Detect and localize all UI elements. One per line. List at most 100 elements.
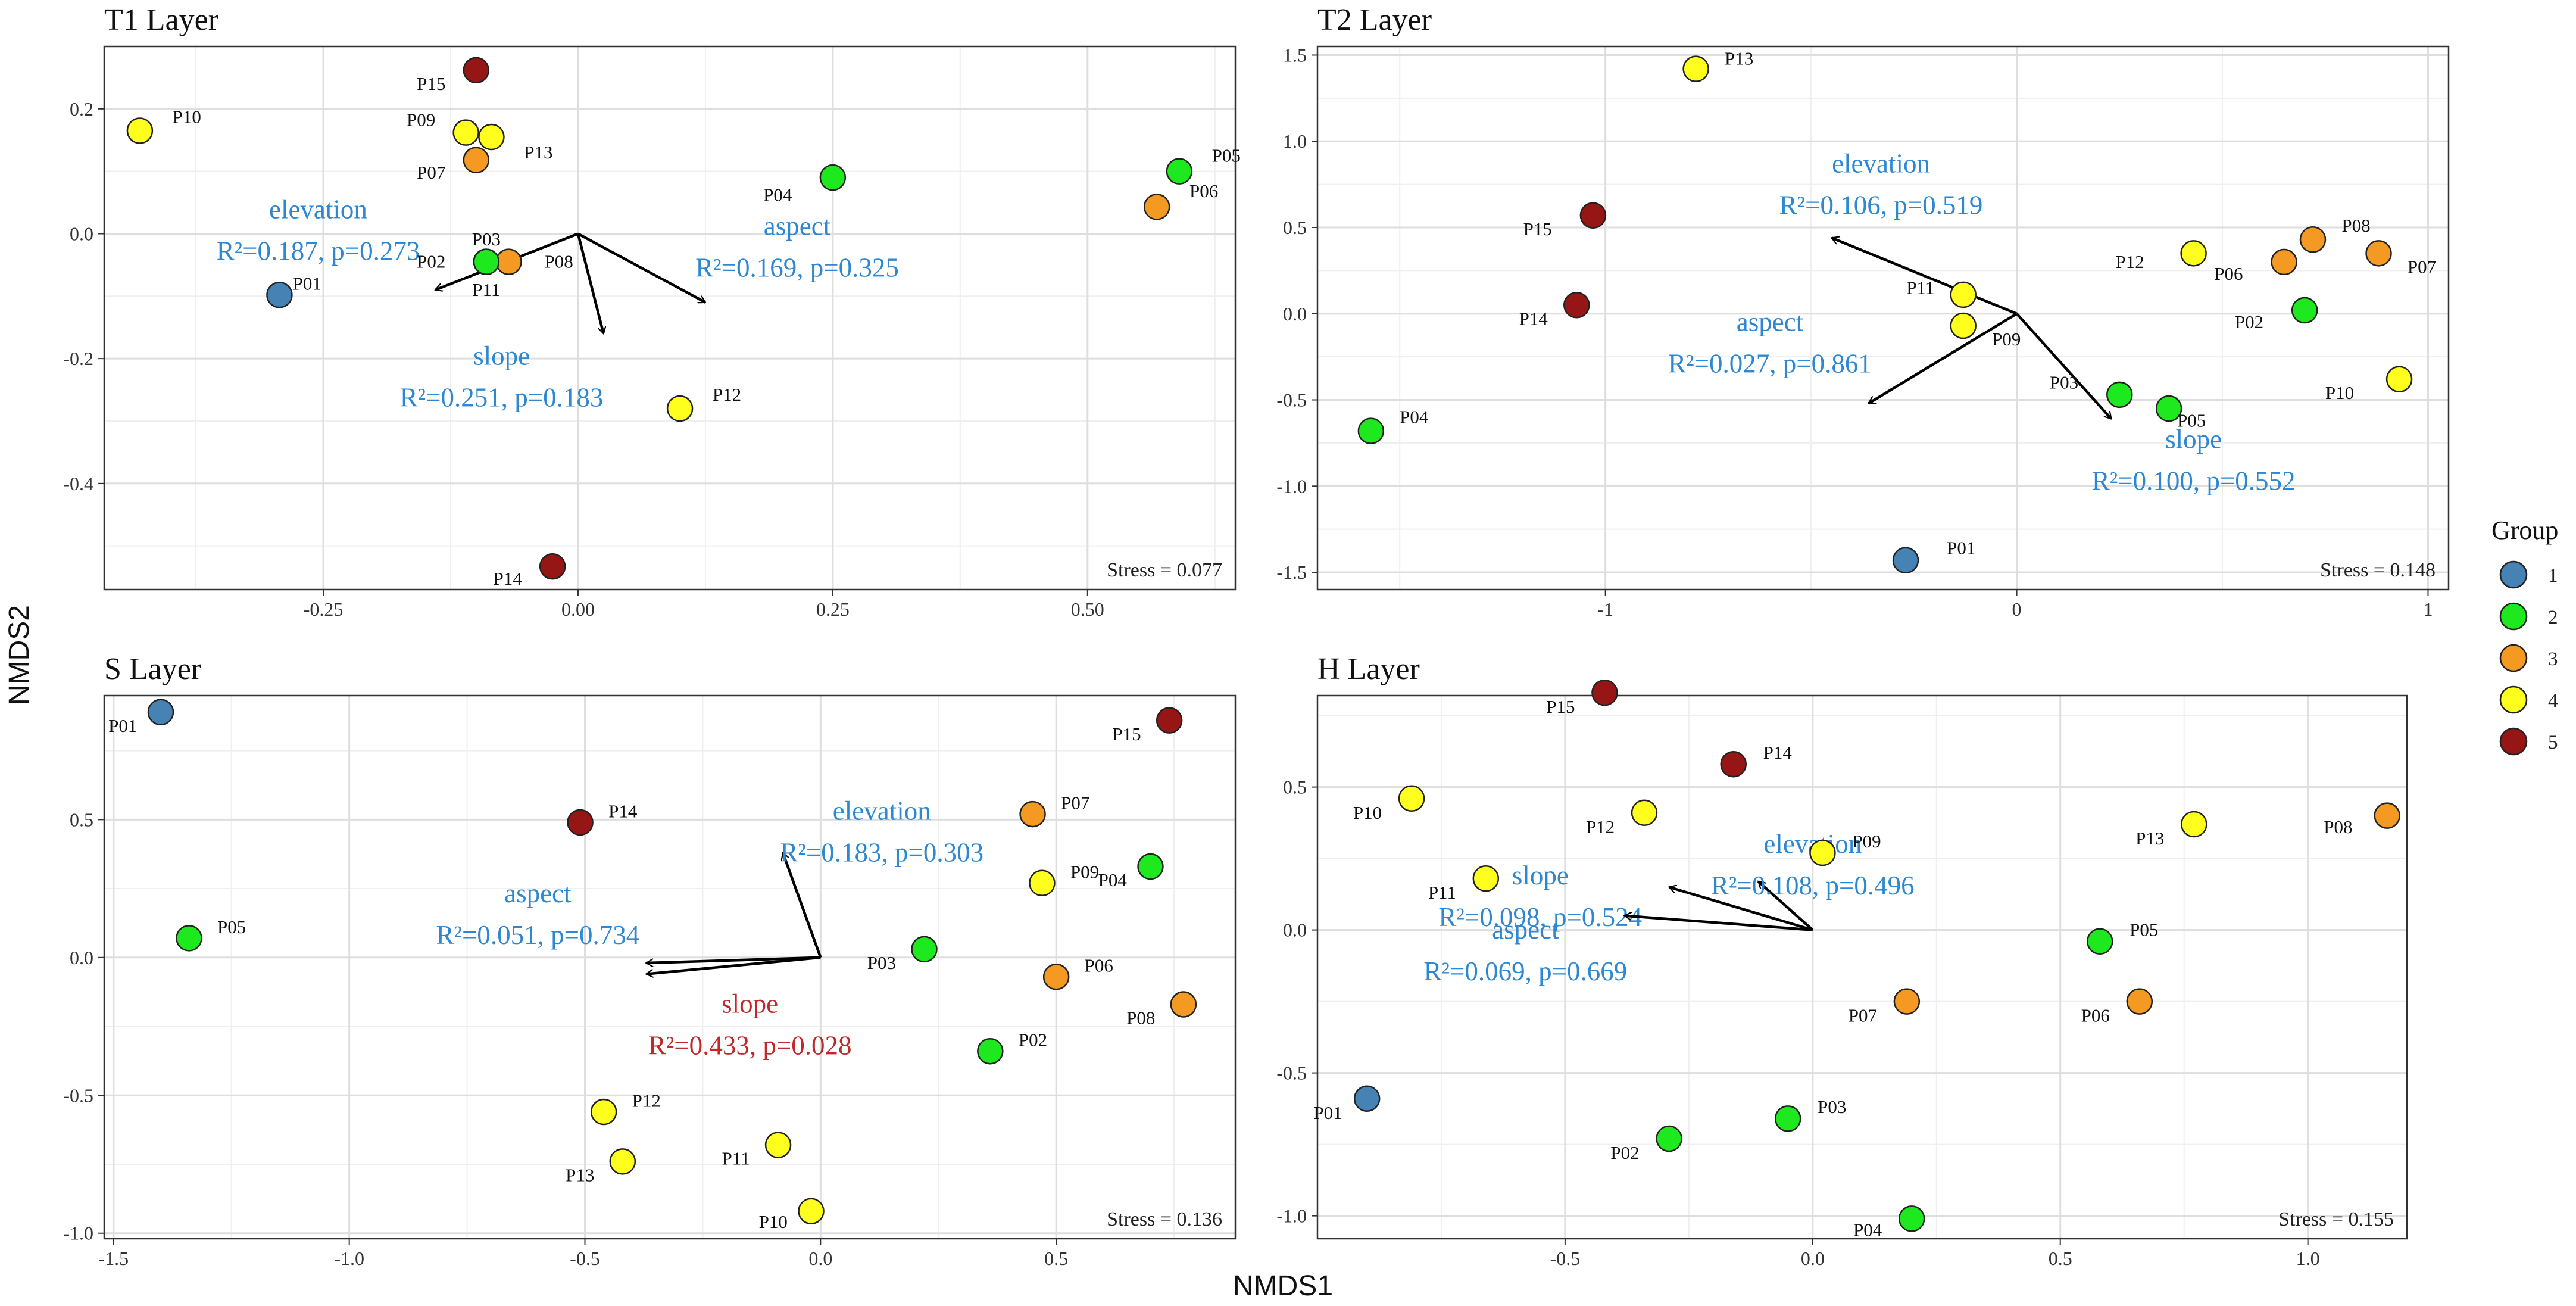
point-label: P09 — [1852, 831, 1881, 852]
point-label: P07 — [2408, 257, 2436, 278]
point-p06 — [1042, 963, 1070, 990]
envfit-vectors: elevation R²=0.106, p=0.519 aspect R²=0.027… — [1668, 148, 2295, 495]
point-p09 — [1029, 869, 1056, 897]
point-label: P05 — [2130, 920, 2158, 940]
point-label: P05 — [1212, 145, 1241, 166]
point-label: P03 — [472, 229, 501, 250]
panel-border — [1316, 694, 2408, 1240]
point-p04 — [819, 164, 847, 191]
point-p08 — [1170, 991, 1197, 1018]
y-tick-label: 0.2 — [70, 98, 93, 120]
point-label: P12 — [1586, 816, 1615, 837]
point-label: P14 — [1763, 742, 1793, 763]
point-p13 — [2181, 811, 2207, 838]
point-label: P15 — [1112, 724, 1141, 744]
x-tick-label: -0.25 — [304, 599, 344, 620]
point-label: P12 — [2115, 251, 2144, 272]
point-p10 — [2385, 366, 2413, 393]
vector-stat-slope: R²=0.098, p=0.524 — [1438, 902, 1642, 932]
legend: Group 1 2 3 4 5 — [2491, 516, 2558, 756]
point-label: P06 — [2214, 263, 2243, 284]
panel-h: H Layer-0.5 0.0 0.5 1.00.50.0-0.5-1.0elevat… — [1276, 652, 2408, 1269]
point-p04 — [1898, 1205, 1925, 1232]
point-label: P12 — [713, 384, 741, 405]
point-p02 — [2291, 297, 2318, 324]
vector-stat-slope: R²=0.251, p=0.183 — [400, 383, 604, 413]
point-label: P07 — [417, 162, 445, 183]
vector-stat-aspect: R²=0.169, p=0.325 — [695, 253, 899, 283]
vector-name-elevation: elevation — [1832, 148, 1930, 178]
point-p08 — [2299, 226, 2327, 253]
gridlines — [104, 696, 1235, 1239]
vector-stat-slope: R²=0.100, p=0.552 — [2092, 466, 2296, 496]
y-axis-label: NMDS2 — [4, 605, 35, 705]
point-p06 — [2126, 988, 2153, 1015]
point-p08 — [2374, 802, 2400, 829]
vector-stat-slope: R²=0.433, p=0.028 — [648, 1030, 852, 1060]
y-tick-label: -1.0 — [1276, 475, 1307, 497]
vector-stat-elevation: R²=0.108, p=0.496 — [1711, 871, 1915, 900]
vector-stat-aspect: R²=0.051, p=0.734 — [436, 920, 639, 950]
vector-name-elevation: elevation — [269, 194, 367, 224]
point-p07 — [1019, 800, 1046, 828]
point-label: P09 — [407, 110, 435, 130]
point-label: P11 — [722, 1148, 750, 1169]
point-label: P01 — [1947, 538, 1975, 559]
y-tick-label: -0.4 — [63, 473, 93, 494]
x-tick-label: 0 — [2012, 599, 2022, 620]
x-tick-label: -1.5 — [99, 1248, 129, 1269]
point-label: P03 — [867, 952, 896, 973]
legend-label-4: 4 — [2548, 690, 2558, 712]
point-label: P05 — [2177, 410, 2206, 431]
panel-t2: T2 Layer -1 0 1 1.5 1.0 0.5 0.0 -0.5 -1.0 -1.5 elev… — [1276, 3, 2450, 620]
point-label: P02 — [417, 251, 445, 272]
point-label: P15 — [1546, 696, 1575, 717]
point-p06 — [1143, 194, 1170, 220]
point-p13 — [478, 123, 505, 151]
legend-label-3: 3 — [2548, 649, 2558, 670]
stress-value: Stress = 0.148 — [2320, 559, 2436, 581]
point-label: P06 — [2081, 1005, 2110, 1026]
data-points: P01 P02 P03 P04 P05 P06 P07 P08 P09 P10 P11 P12 P13 P… — [1313, 679, 2400, 1240]
point-p06 — [2271, 248, 2297, 276]
x-axis-label: NMDS1 — [1233, 1270, 1333, 1302]
point-p11 — [473, 248, 500, 275]
point-p07 — [1893, 988, 1921, 1015]
gridlines — [104, 46, 1235, 590]
point-label: P04 — [763, 184, 792, 205]
point-p09 — [452, 119, 479, 146]
point-label: P01 — [1313, 1102, 1342, 1123]
point-label: P07 — [1849, 1005, 1877, 1026]
point-label: P02 — [2235, 311, 2263, 332]
point-p14 — [539, 553, 566, 580]
point-label: P05 — [217, 917, 246, 937]
point-p02 — [1656, 1125, 1682, 1152]
vector-name-slope: slope — [1512, 861, 1569, 890]
panel-title: T1 Layer — [104, 3, 218, 37]
point-label: P09 — [1070, 861, 1099, 882]
point-label: P06 — [1085, 955, 1113, 976]
point-p11 — [764, 1132, 792, 1158]
point-label: P15 — [417, 73, 445, 94]
point-label: P06 — [1189, 180, 1218, 201]
legend-swatch-1 — [2499, 560, 2528, 589]
vector-arrow-slope — [576, 233, 604, 333]
point-label: P10 — [1353, 802, 1382, 823]
y-tick-label: -1.0 — [1276, 1205, 1307, 1227]
vector-name-slope: slope — [722, 989, 778, 1018]
y-tick-label: -0.2 — [63, 348, 93, 369]
vector-name-aspect: aspect — [1492, 915, 1559, 945]
y-tick-label: 1.0 — [1283, 130, 1307, 152]
point-p05 — [2087, 928, 2113, 955]
vector-arrow-elevation — [1758, 880, 1814, 931]
y-tick-label: 0.5 — [1283, 777, 1307, 798]
point-label: P03 — [2050, 372, 2078, 393]
x-tick-label: 1.0 — [2296, 1248, 2320, 1269]
x-tick-label: 1 — [2423, 599, 2433, 620]
panels-layer: T1 Layer-0.25 0.00 0.25 0.500.20.0-0.2-0.4e… — [63, 3, 2450, 1269]
point-label: P08 — [1126, 1008, 1155, 1028]
legend-label-2: 2 — [2548, 607, 2558, 628]
panel-border — [103, 694, 1237, 1240]
point-label: P14 — [494, 568, 523, 589]
y-tick-label: 0.0 — [70, 947, 93, 968]
